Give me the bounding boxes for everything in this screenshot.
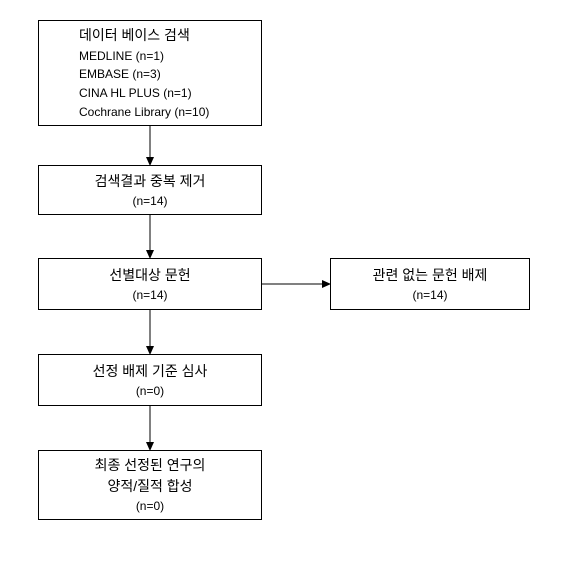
flow-box-excluded: 관련 없는 문헌 배제 (n=14) [330, 258, 530, 310]
flow-box-screen-targets: 선별대상 문헌 (n=14) [38, 258, 262, 310]
box1-source-line: MEDLINE (n=1) [79, 47, 261, 66]
box2-title: 검색결과 중복 제거 [95, 171, 206, 192]
box1-source-line: Cochrane Library (n=10) [79, 103, 261, 122]
sidebox-title: 관련 없는 문헌 배제 [373, 265, 488, 286]
box1-source-line: EMBASE (n=3) [79, 65, 261, 84]
flow-box-eligibility: 선정 배제 기준 심사 (n=0) [38, 354, 262, 406]
flow-box-final-synthesis: 최종 선정된 연구의 양적/질적 합성 (n=0) [38, 450, 262, 520]
box3-title: 선별대상 문헌 [109, 265, 190, 286]
flow-box-dedup: 검색결과 중복 제거 (n=14) [38, 165, 262, 215]
box5-line1: 최종 선정된 연구의 [95, 455, 206, 476]
box5-count: (n=0) [136, 497, 164, 515]
sidebox-count: (n=14) [412, 286, 447, 304]
box3-count: (n=14) [132, 286, 167, 304]
box2-count: (n=14) [132, 192, 167, 210]
box1-title: 데이터 베이스 검색 [79, 25, 261, 45]
box1-source-line: CINA HL PLUS (n=1) [79, 84, 261, 103]
flow-box-database-search: 데이터 베이스 검색 MEDLINE (n=1)EMBASE (n=3)CINA… [38, 20, 262, 126]
box5-line2: 양적/질적 합성 [107, 476, 192, 497]
flow-box1-content: 데이터 베이스 검색 MEDLINE (n=1)EMBASE (n=3)CINA… [39, 25, 261, 121]
box4-title: 선정 배제 기준 심사 [93, 361, 208, 382]
box4-count: (n=0) [136, 382, 164, 400]
